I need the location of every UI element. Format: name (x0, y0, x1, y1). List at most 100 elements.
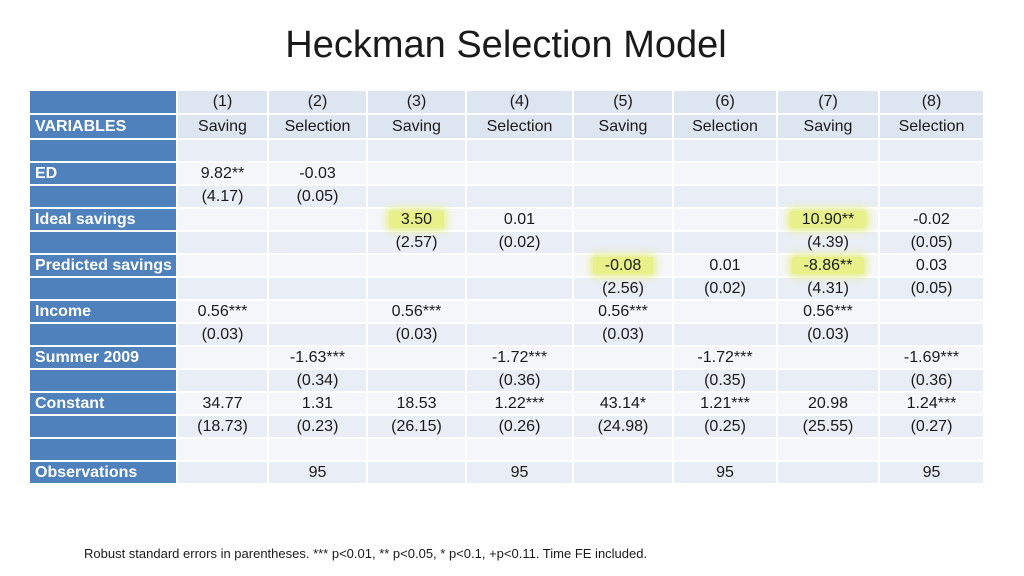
table-cell (878, 184, 985, 209)
highlighted-value: 10.90** (789, 210, 867, 228)
table-cell: (0.23) (267, 414, 368, 439)
table-cell (572, 184, 674, 209)
model-label: Saving (176, 113, 269, 140)
row-label (28, 414, 178, 439)
table-cell: 9.82** (176, 161, 269, 186)
table-row: Observations 95 95 95 95 (28, 460, 985, 485)
row-label: Constant (28, 391, 178, 416)
row-label: Ideal savings (28, 207, 178, 232)
table-cell: (26.15) (366, 414, 467, 439)
table-cell (572, 207, 674, 232)
table-cell: (0.02) (672, 276, 778, 301)
table-cell (366, 161, 467, 186)
model-label: Saving (572, 113, 674, 140)
column-number: (4) (465, 89, 574, 115)
table-cell: -1.72*** (672, 345, 778, 370)
table-row: (0.34) (0.36) (0.35) (0.36) (28, 368, 985, 393)
table-cell: 0.56*** (776, 299, 880, 324)
table-cell (267, 253, 368, 278)
table-cell (572, 437, 674, 462)
table-cell: 0.56*** (366, 299, 467, 324)
table-cell: 18.53 (366, 391, 467, 416)
row-label (28, 322, 178, 347)
table-cell (672, 437, 778, 462)
column-number: (8) (878, 89, 985, 115)
table-cell (267, 276, 368, 301)
table-cell (176, 230, 269, 255)
table-cell: (2.56) (572, 276, 674, 301)
table-cell: (25.55) (776, 414, 880, 439)
table-row (28, 437, 985, 462)
table-cell (267, 138, 368, 163)
table-row: (2.57) (0.02) (4.39) (0.05) (28, 230, 985, 255)
table-cell: 1.22*** (465, 391, 574, 416)
table-cell: (2.57) (366, 230, 467, 255)
table-cell (465, 253, 574, 278)
table-cell (176, 253, 269, 278)
table-cell: -8.86** (776, 253, 880, 278)
model-label: Selection (672, 113, 778, 140)
table-cell: 95 (267, 460, 368, 485)
model-label: Selection (465, 113, 574, 140)
table-cell (267, 207, 368, 232)
table-cell (465, 184, 574, 209)
table-cell: 0.03 (878, 253, 985, 278)
row-label (28, 184, 178, 209)
table-cell: 1.21*** (672, 391, 778, 416)
table-cell (267, 230, 368, 255)
table-cell: (0.36) (465, 368, 574, 393)
table-cell (776, 184, 880, 209)
table-cell (672, 138, 778, 163)
table-cell (572, 138, 674, 163)
row-label (28, 437, 178, 462)
table-cell (878, 437, 985, 462)
row-label: Predicted savings (28, 253, 178, 278)
table-cell (776, 345, 880, 370)
table-cell (572, 368, 674, 393)
table-cell: (4.17) (176, 184, 269, 209)
table-cell (672, 322, 778, 347)
table-cell: 0.01 (672, 253, 778, 278)
column-number: (7) (776, 89, 880, 115)
table-cell: 95 (465, 460, 574, 485)
table-cell: (0.05) (878, 276, 985, 301)
table-cell (572, 161, 674, 186)
table-cell: (0.03) (176, 322, 269, 347)
table-cell: (0.03) (366, 322, 467, 347)
table-cell: 20.98 (776, 391, 880, 416)
table-cell (366, 276, 467, 301)
table-cell (465, 161, 574, 186)
table-cell (366, 345, 467, 370)
regression-table: (1) (2) (3) (4) (5) (6) (7) (8) VARIABLE… (28, 89, 985, 485)
table-row: (0.03) (0.03) (0.03) (0.03) (28, 322, 985, 347)
table-row: Summer 2009 -1.63*** -1.72*** -1.72*** -1.69… (28, 345, 985, 370)
table-row: Income 0.56*** 0.56*** 0.56*** 0.56*** (28, 299, 985, 324)
table-cell (878, 161, 985, 186)
table-row: ED 9.82** -0.03 (28, 161, 985, 186)
model-label: Saving (366, 113, 467, 140)
table-cell (465, 138, 574, 163)
column-number: (1) (176, 89, 269, 115)
table-cell: (0.03) (776, 322, 880, 347)
table-cell (776, 460, 880, 485)
row-label: ED (28, 161, 178, 186)
model-label: Saving (776, 113, 880, 140)
table-cell (572, 345, 674, 370)
table-row: Predicted savings -0.08 0.01 -8.86** 0.03 (28, 253, 985, 278)
table-cell: 0.56*** (572, 299, 674, 324)
column-number: (2) (267, 89, 368, 115)
table-cell (672, 184, 778, 209)
header-row-models: VARIABLES Saving Selection Saving Select… (28, 113, 985, 140)
table-cell (366, 253, 467, 278)
table-row (28, 138, 985, 163)
table-cell (176, 276, 269, 301)
table-cell (267, 437, 368, 462)
table-row: Constant 34.77 1.31 18.53 1.22*** 43.14* 1.21*… (28, 391, 985, 416)
table-cell: (0.03) (572, 322, 674, 347)
table-cell (465, 437, 574, 462)
table-cell (267, 299, 368, 324)
column-number: (6) (672, 89, 778, 115)
table-cell (572, 230, 674, 255)
table-cell (572, 460, 674, 485)
highlighted-value: 3.50 (388, 210, 445, 228)
